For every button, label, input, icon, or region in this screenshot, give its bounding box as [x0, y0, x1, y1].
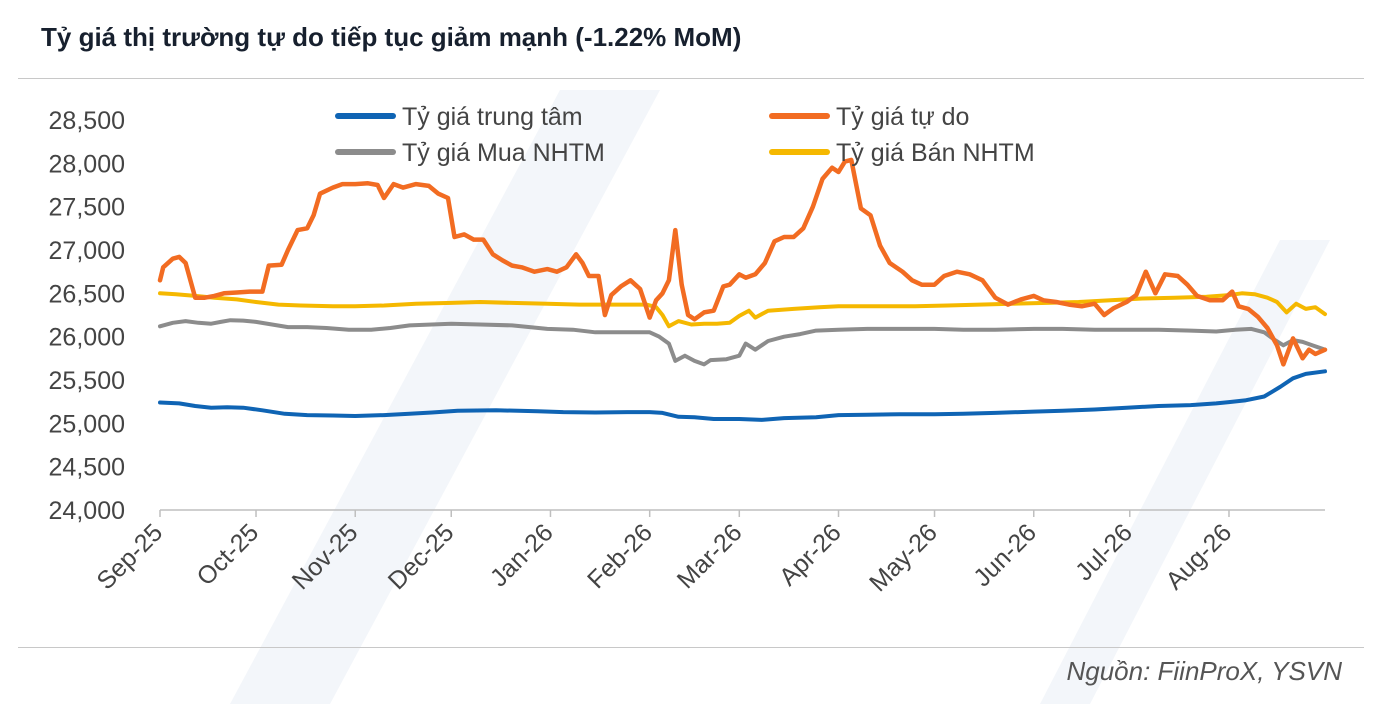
- x-tick-label: Oct-25: [191, 518, 264, 591]
- x-tick-label: Feb-26: [582, 518, 658, 594]
- y-tick-label: 27,500: [49, 194, 125, 222]
- y-tick-label: 25,500: [49, 367, 125, 395]
- legend-label: Tỷ giá tự do: [836, 103, 969, 131]
- source-note: Nguồn: FiinProX, YSVN: [1066, 656, 1342, 686]
- legend-label: Tỷ giá trung tâm: [402, 103, 583, 131]
- x-tick-label: May-26: [864, 518, 943, 597]
- series-line-3: [158, 291, 1327, 329]
- series-line-0: [158, 369, 1327, 422]
- top-divider: [18, 78, 1364, 79]
- x-tick-label: Apr-26: [774, 518, 847, 591]
- chart-title: Tỷ giá thị trường tự do tiếp tục giảm mạ…: [41, 22, 742, 52]
- x-tick-label: Jan-26: [485, 518, 559, 592]
- legend-label: Tỷ giá Bán NHTM: [836, 139, 1035, 167]
- y-tick-label: 28,500: [49, 107, 125, 135]
- legend: Tỷ giá trung tâm Tỷ giá tự do Tỷ giá Mua N…: [335, 103, 1035, 167]
- plot-lines: [157, 157, 1328, 422]
- x-tick-label: Sep-25: [91, 518, 168, 595]
- x-tick-label: Jun-26: [968, 518, 1042, 592]
- y-tick-label: 24,000: [49, 497, 125, 525]
- y-tick-label: 26,000: [49, 324, 125, 352]
- watermark-decoration: [230, 90, 1330, 704]
- x-tick-label: Mar-26: [672, 518, 748, 594]
- y-tick-label: 24,500: [49, 454, 125, 482]
- y-tick-label: 27,000: [49, 237, 125, 265]
- legend-label: Tỷ giá Mua NHTM: [402, 139, 605, 167]
- series-line-2: [158, 318, 1327, 367]
- series-line-1: [157, 157, 1328, 367]
- y-axis: 24,000 24,500 25,000 25,500 26,000 26,500 27,0…: [49, 107, 125, 525]
- y-tick-label: 28,000: [49, 150, 125, 178]
- y-tick-label: 25,000: [49, 410, 125, 438]
- bottom-divider: [18, 647, 1364, 648]
- y-tick-label: 26,500: [49, 280, 125, 308]
